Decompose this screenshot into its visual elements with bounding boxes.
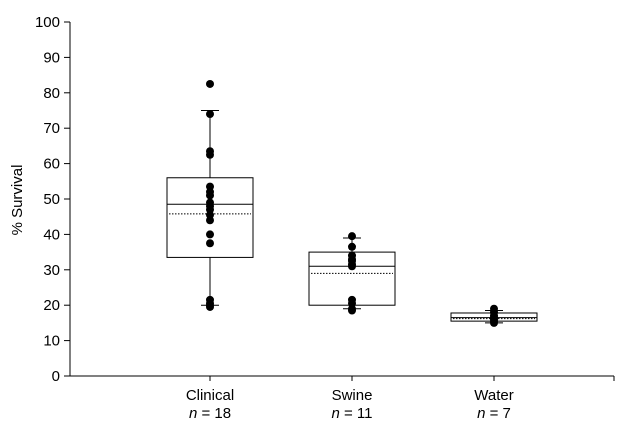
- sample-size-value: = 18: [197, 405, 231, 421]
- data-point: [348, 242, 356, 251]
- data-point: [206, 191, 214, 200]
- data-point: [206, 79, 214, 88]
- data-point: [206, 239, 214, 248]
- y-tick-label: 10: [43, 333, 60, 350]
- sample-size-value: = 11: [340, 405, 373, 421]
- y-tick-label: 40: [43, 226, 60, 243]
- sample-size-symbol: n: [189, 405, 197, 421]
- sample-size-label: n = 18: [189, 405, 231, 421]
- x-category-label: Clinical: [186, 387, 234, 404]
- y-tick-label: 0: [52, 368, 60, 385]
- data-point: [348, 262, 356, 271]
- data-point: [206, 302, 214, 311]
- y-tick-label: 60: [43, 156, 60, 173]
- data-point: [206, 230, 214, 239]
- data-point: [206, 110, 214, 119]
- data-point: [348, 306, 356, 315]
- sample-size-symbol: n: [331, 405, 339, 421]
- y-tick-label: 90: [43, 49, 60, 66]
- data-point: [348, 232, 356, 241]
- sample-size-label: n = 7: [477, 405, 511, 421]
- y-tick-label: 80: [43, 85, 60, 102]
- x-category-label: Swine: [332, 387, 373, 404]
- y-tick-label: 30: [43, 262, 60, 279]
- y-tick-label: 20: [43, 297, 60, 314]
- box-plots: [166, 79, 538, 327]
- sample-size-label: n = 11: [331, 405, 372, 421]
- y-tick-label: 100: [35, 14, 60, 31]
- x-category-label: Water: [474, 387, 513, 404]
- box-group-swine: [308, 232, 396, 315]
- sample-size-symbol: n: [477, 405, 485, 421]
- y-axis: 0 10 20 30 40 50 60 70 80 90 100: [35, 14, 71, 385]
- data-point: [206, 216, 214, 225]
- sample-size-value: = 7: [485, 405, 510, 421]
- y-tick-label: 70: [43, 120, 60, 137]
- y-tick-label: 50: [43, 191, 60, 208]
- box-group-water: [450, 304, 538, 327]
- data-point: [206, 150, 214, 159]
- y-axis-title: % Survival: [9, 165, 26, 236]
- data-point: [490, 318, 498, 327]
- box-group-clinical: [166, 79, 254, 311]
